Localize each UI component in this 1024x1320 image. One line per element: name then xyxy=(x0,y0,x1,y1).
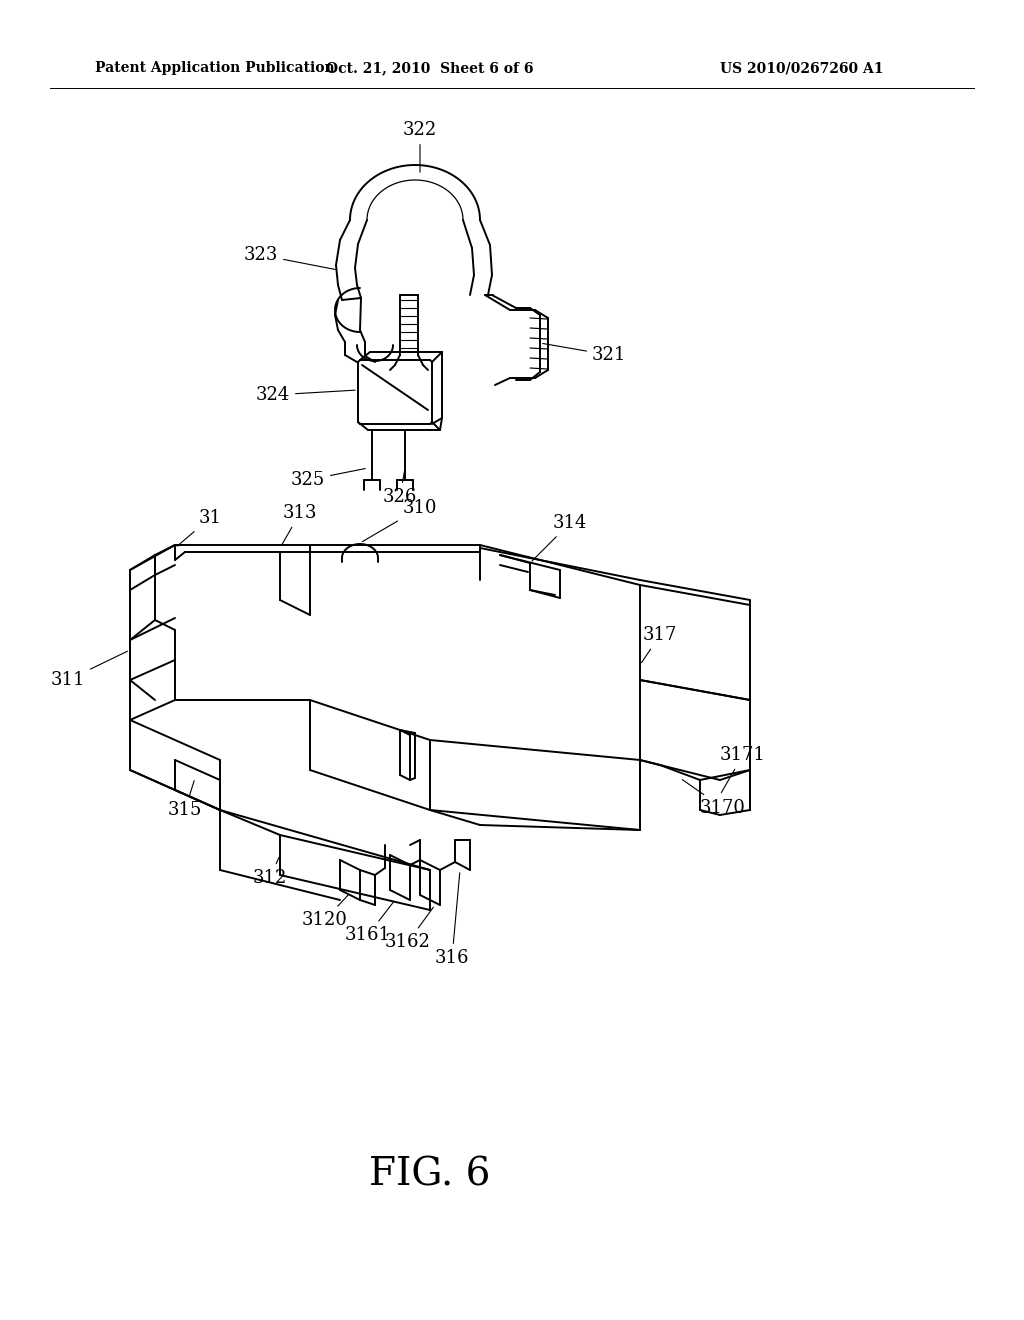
Text: 3161: 3161 xyxy=(345,902,393,944)
Text: 321: 321 xyxy=(543,343,627,364)
Text: 3162: 3162 xyxy=(385,907,433,950)
Text: 326: 326 xyxy=(383,471,417,506)
Text: 311: 311 xyxy=(50,651,128,689)
Text: 3120: 3120 xyxy=(302,895,348,929)
Text: 325: 325 xyxy=(291,469,366,488)
Text: 314: 314 xyxy=(531,513,587,561)
Text: 324: 324 xyxy=(256,385,355,404)
Text: Oct. 21, 2010  Sheet 6 of 6: Oct. 21, 2010 Sheet 6 of 6 xyxy=(327,61,534,75)
Text: 323: 323 xyxy=(244,246,335,269)
Text: 313: 313 xyxy=(282,504,317,545)
Text: 31: 31 xyxy=(177,510,221,546)
Text: Patent Application Publication: Patent Application Publication xyxy=(95,61,335,75)
Text: FIG. 6: FIG. 6 xyxy=(370,1156,490,1193)
Text: 322: 322 xyxy=(402,121,437,172)
Text: 312: 312 xyxy=(253,858,287,887)
Text: 317: 317 xyxy=(642,626,677,663)
Text: 3170: 3170 xyxy=(682,780,745,817)
Text: US 2010/0267260 A1: US 2010/0267260 A1 xyxy=(720,61,884,75)
Text: 3171: 3171 xyxy=(720,746,766,792)
Text: 316: 316 xyxy=(435,873,469,968)
Text: 310: 310 xyxy=(362,499,437,541)
Text: 315: 315 xyxy=(168,780,202,818)
